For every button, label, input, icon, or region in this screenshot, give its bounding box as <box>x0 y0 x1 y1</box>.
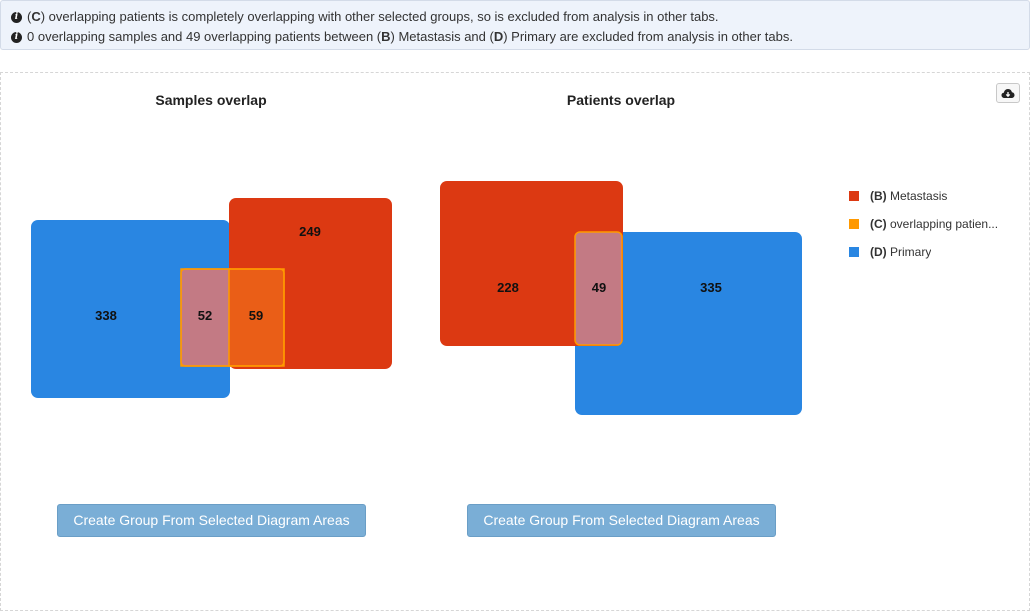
legend: (B) Metastasis (C) overlapping patien...… <box>849 189 998 273</box>
info-circle-icon: i <box>11 11 22 23</box>
patients-overlap-region[interactable] <box>574 231 623 346</box>
patients-create-group-button[interactable]: Create Group From Selected Diagram Areas <box>467 504 776 537</box>
samples-primary-overlap-count: 52 <box>198 308 212 323</box>
patients-primary-only-count: 335 <box>700 280 722 295</box>
legend-item-overlapping[interactable]: (C) overlapping patien... <box>849 217 998 231</box>
samples-primary-only-count: 338 <box>95 308 117 323</box>
legend-item-metastasis[interactable]: (B) Metastasis <box>849 189 998 203</box>
info-circle-icon: i <box>11 31 22 43</box>
info-line-2-text: 0 overlapping samples and 49 overlapping… <box>27 29 793 44</box>
patients-primary-region[interactable] <box>575 232 802 415</box>
info-line-2: i 0 overlapping samples and 49 overlappi… <box>11 27 1019 47</box>
patients-venn: 228 49 335 <box>440 181 802 415</box>
samples-create-group-button[interactable]: Create Group From Selected Diagram Areas <box>57 504 366 537</box>
patients-metastasis-only-count: 228 <box>497 280 519 295</box>
info-line-1: i (C) overlapping patients is completely… <box>11 7 1019 27</box>
download-button[interactable] <box>996 83 1020 103</box>
overlap-panel <box>0 72 1030 611</box>
samples-primary-overlap-region[interactable] <box>180 268 231 367</box>
legend-swatch-primary <box>849 247 859 257</box>
samples-overlapping-outline <box>180 268 285 367</box>
info-line-1-text: (C) overlapping patients is completely o… <box>27 9 719 24</box>
legend-label-primary: (D) Primary <box>870 245 932 259</box>
cloud-download-icon <box>1001 88 1015 98</box>
legend-label-overlapping: (C) overlapping patien... <box>870 217 999 231</box>
patients-overlap-count: 49 <box>592 280 606 295</box>
samples-metastasis-only-count: 249 <box>299 224 321 239</box>
legend-label-metastasis: (B) Metastasis <box>870 189 948 203</box>
legend-item-primary[interactable]: (D) Primary <box>849 245 998 259</box>
samples-overlap-title: Samples overlap <box>155 92 267 108</box>
samples-metastasis-overlap-count: 59 <box>249 308 263 323</box>
samples-venn: 338 52 59 249 <box>31 198 392 398</box>
info-message-box: i (C) overlapping patients is completely… <box>0 0 1030 50</box>
patients-overlap-title: Patients overlap <box>566 92 676 108</box>
legend-swatch-metastasis <box>849 191 859 201</box>
legend-swatch-overlapping <box>849 219 859 229</box>
